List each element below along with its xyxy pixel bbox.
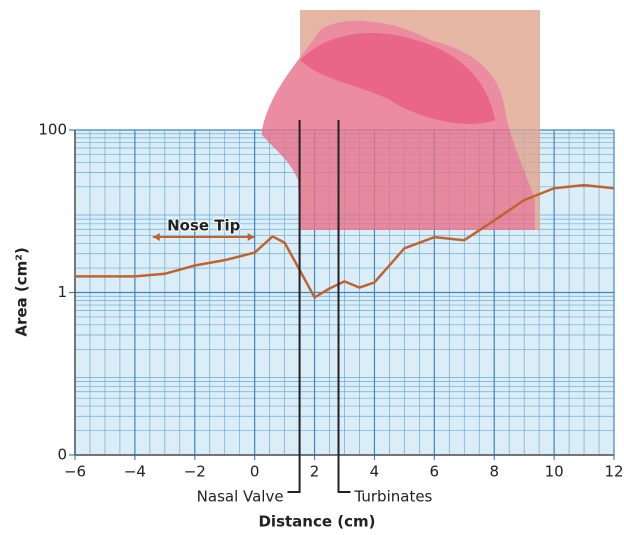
chart: 0 1 100 −6 −4 −2 0 2 4 6 8 10 12 Nose Tip Nasal Valve T… — [0, 0, 624, 535]
nose-illustration — [262, 10, 540, 230]
x-tick-label: −2 — [184, 463, 206, 481]
x-tick-label: −6 — [64, 463, 86, 481]
x-tick-label: 10 — [545, 463, 564, 481]
y-tick-label: 0 — [57, 446, 67, 464]
x-tick-label: 0 — [250, 463, 260, 481]
annotation-label: Nasal Valve — [197, 488, 284, 506]
x-tick-label: −4 — [124, 463, 146, 481]
x-tick-label: 2 — [310, 463, 320, 481]
x-tick-label: 8 — [489, 463, 499, 481]
y-tick-label: 1 — [57, 283, 67, 301]
annotation-label: Nose Tip — [167, 217, 241, 235]
x-tick-label: 6 — [430, 463, 440, 481]
x-tick-label: 4 — [370, 463, 380, 481]
x-tick-label: 12 — [604, 463, 623, 481]
y-tick-label: 100 — [38, 121, 67, 139]
x-axis-label: Distance (cm) — [258, 513, 375, 531]
annotation-label: Turbinates — [354, 488, 433, 506]
y-axis-label: Area (cm²) — [13, 247, 31, 336]
